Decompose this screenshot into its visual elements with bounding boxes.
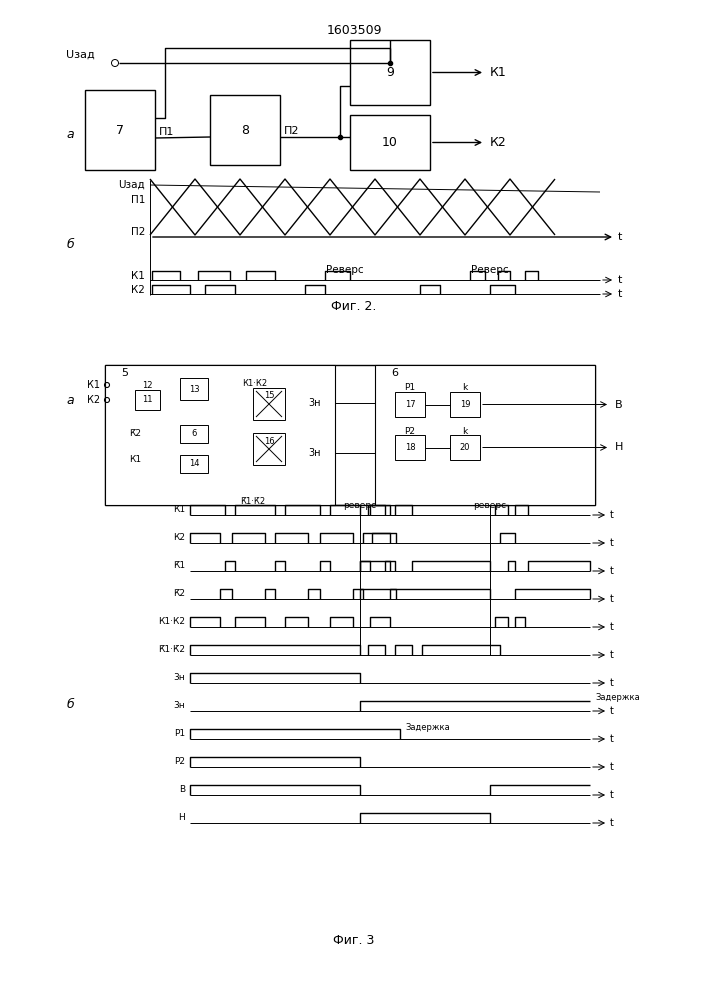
Bar bbox=[253, 433, 285, 465]
Text: К̄1: К̄1 bbox=[173, 562, 185, 570]
Text: t: t bbox=[610, 678, 614, 688]
Text: t: t bbox=[610, 734, 614, 744]
Text: К̄2: К̄2 bbox=[129, 428, 141, 438]
Text: t: t bbox=[618, 232, 622, 242]
Text: 5: 5 bbox=[122, 368, 129, 378]
Bar bbox=[450, 435, 480, 460]
Bar bbox=[350, 115, 430, 170]
Text: t: t bbox=[610, 510, 614, 520]
Text: t: t bbox=[610, 538, 614, 548]
Text: Реверс: Реверс bbox=[471, 265, 509, 275]
Text: Р1: Р1 bbox=[174, 730, 185, 738]
Text: 13: 13 bbox=[189, 384, 199, 393]
Text: П2: П2 bbox=[131, 227, 145, 237]
Bar bbox=[180, 455, 208, 473]
Bar bbox=[85, 90, 155, 170]
Text: К1·К2: К1·К2 bbox=[243, 378, 267, 387]
Text: К2: К2 bbox=[490, 136, 507, 149]
Bar bbox=[180, 425, 208, 443]
Bar bbox=[350, 40, 430, 105]
Text: В: В bbox=[615, 399, 623, 410]
Text: 16: 16 bbox=[264, 436, 274, 446]
Text: Р2: Р2 bbox=[404, 426, 416, 436]
Text: 3н: 3н bbox=[309, 398, 321, 408]
Text: 6: 6 bbox=[392, 368, 399, 378]
Text: б: б bbox=[66, 238, 74, 251]
Text: t: t bbox=[610, 594, 614, 604]
Text: 1603509: 1603509 bbox=[326, 23, 382, 36]
Text: б: б bbox=[66, 698, 74, 712]
Text: Р2: Р2 bbox=[174, 758, 185, 766]
Text: Задержка: Задержка bbox=[595, 692, 640, 702]
Text: К1: К1 bbox=[173, 506, 185, 514]
Text: Задержка: Задержка bbox=[405, 722, 450, 732]
Text: К̄1·К̄2: К̄1·К̄2 bbox=[158, 646, 185, 654]
Text: К2: К2 bbox=[173, 534, 185, 542]
Text: В: В bbox=[179, 786, 185, 794]
Text: реверс: реверс bbox=[344, 500, 377, 510]
Text: t: t bbox=[618, 275, 622, 285]
Text: t: t bbox=[610, 790, 614, 800]
Bar bbox=[395, 392, 425, 417]
Text: Р1: Р1 bbox=[404, 383, 416, 392]
Text: Uзад: Uзад bbox=[118, 180, 145, 190]
Text: Н: Н bbox=[178, 814, 185, 822]
Text: К2: К2 bbox=[131, 285, 145, 295]
Text: t: t bbox=[610, 818, 614, 828]
Bar bbox=[210, 95, 280, 165]
Text: Реверс: Реверс bbox=[326, 265, 364, 275]
Text: 18: 18 bbox=[404, 443, 415, 452]
Bar bbox=[375, 365, 595, 505]
Text: Фиг. 2.: Фиг. 2. bbox=[332, 300, 377, 314]
Text: К̄2: К̄2 bbox=[173, 589, 185, 598]
Text: k: k bbox=[462, 383, 467, 392]
Text: t: t bbox=[610, 706, 614, 716]
Text: 10: 10 bbox=[382, 136, 398, 149]
Text: a: a bbox=[66, 393, 74, 406]
Text: Uзад: Uзад bbox=[66, 50, 95, 60]
Text: 12: 12 bbox=[142, 380, 153, 389]
Bar bbox=[180, 378, 208, 400]
Text: реверс: реверс bbox=[474, 500, 506, 510]
Text: 6: 6 bbox=[192, 430, 197, 438]
Text: t: t bbox=[618, 289, 622, 299]
Text: 7: 7 bbox=[116, 123, 124, 136]
Text: 17: 17 bbox=[404, 400, 415, 409]
Text: 20: 20 bbox=[460, 443, 470, 452]
Text: k: k bbox=[462, 426, 467, 436]
Bar bbox=[105, 365, 595, 505]
Text: К2: К2 bbox=[87, 395, 100, 405]
Text: Н: Н bbox=[615, 442, 624, 452]
Text: a: a bbox=[66, 128, 74, 141]
Text: П2: П2 bbox=[284, 126, 300, 136]
Bar bbox=[450, 392, 480, 417]
Text: 8: 8 bbox=[241, 123, 249, 136]
Text: 19: 19 bbox=[460, 400, 470, 409]
Text: t: t bbox=[610, 566, 614, 576]
Bar bbox=[135, 390, 160, 410]
Bar bbox=[105, 365, 335, 505]
Text: К1: К1 bbox=[129, 456, 141, 464]
Text: t: t bbox=[610, 622, 614, 632]
Text: t: t bbox=[610, 650, 614, 660]
Text: 3н: 3н bbox=[173, 674, 185, 682]
Text: Фиг. 3: Фиг. 3 bbox=[333, 934, 375, 946]
Text: 15: 15 bbox=[264, 391, 274, 400]
Text: П1: П1 bbox=[131, 195, 145, 205]
Text: К̄1·К̄2: К̄1·К̄2 bbox=[240, 497, 266, 506]
Text: К1·К2: К1·К2 bbox=[158, 617, 185, 626]
Text: 3̄н: 3̄н bbox=[309, 448, 321, 458]
Text: t: t bbox=[610, 762, 614, 772]
Text: 11: 11 bbox=[142, 395, 153, 404]
Text: К1: К1 bbox=[490, 66, 507, 79]
Bar bbox=[395, 435, 425, 460]
Text: П1: П1 bbox=[159, 127, 175, 137]
Text: К1: К1 bbox=[87, 380, 100, 390]
Text: К1: К1 bbox=[131, 271, 145, 281]
Text: 14: 14 bbox=[189, 460, 199, 468]
Text: 3̄н: 3̄н bbox=[173, 702, 185, 710]
Bar bbox=[253, 388, 285, 420]
Text: 9: 9 bbox=[386, 66, 394, 79]
